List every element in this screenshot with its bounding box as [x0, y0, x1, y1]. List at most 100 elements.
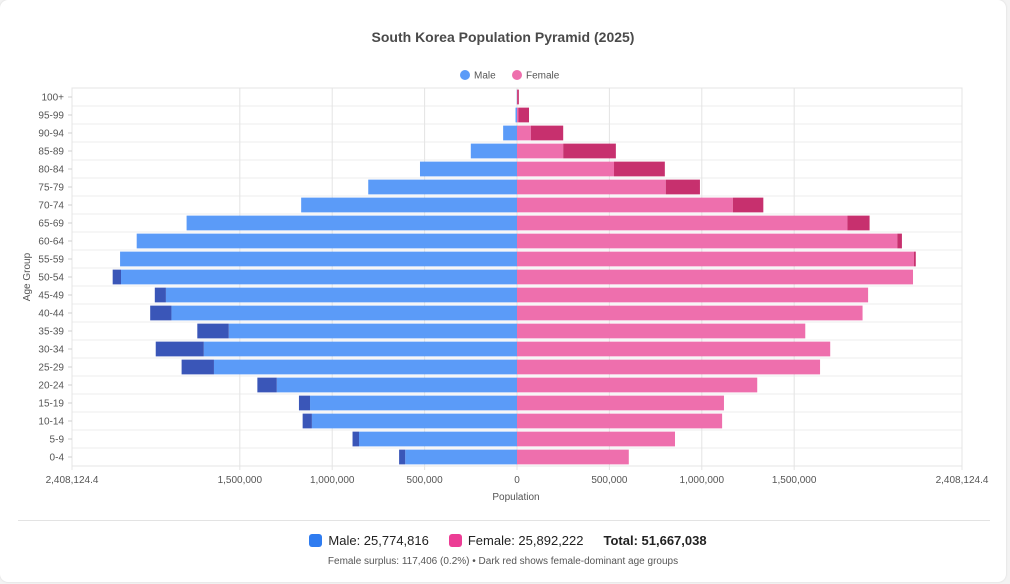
y-tick-label: 10-14: [38, 417, 64, 428]
bar-male-surplus-50-54[interactable]: [112, 269, 121, 285]
y-tick-label: 55-59: [38, 255, 64, 266]
bar-female-85-89[interactable]: [517, 143, 564, 159]
bar-female-surplus-85-89[interactable]: [563, 143, 616, 159]
bar-male-surplus-45-49[interactable]: [154, 287, 166, 303]
bar-female-45-49[interactable]: [517, 287, 869, 303]
bar-male-surplus-0-4[interactable]: [399, 449, 406, 465]
bar-male-5-9[interactable]: [359, 431, 517, 447]
bar-female-surplus-100+[interactable]: [517, 89, 519, 105]
bar-female-40-44[interactable]: [517, 305, 863, 321]
bar-male-10-14[interactable]: [311, 413, 517, 429]
y-tick-label: 80-84: [38, 165, 64, 176]
bar-male-0-4[interactable]: [405, 449, 517, 465]
bar-female-surplus-60-64[interactable]: [897, 233, 902, 249]
bar-male-85-89[interactable]: [470, 143, 517, 159]
bar-male-55-59[interactable]: [120, 251, 518, 267]
y-tick-label: 5-9: [50, 435, 65, 446]
x-tick-label: 500,000: [407, 475, 444, 486]
legend-swatch-female[interactable]: [512, 70, 522, 80]
y-tick-label: 20-24: [38, 381, 64, 392]
bar-female-55-59[interactable]: [517, 251, 914, 267]
bar-female-95-99[interactable]: [517, 107, 519, 123]
bar-female-surplus-65-69[interactable]: [847, 215, 870, 231]
bar-male-surplus-40-44[interactable]: [150, 305, 172, 321]
y-tick-label: 0-4: [50, 453, 65, 464]
bar-male-70-74[interactable]: [301, 197, 517, 213]
bar-female-60-64[interactable]: [517, 233, 898, 249]
bar-male-surplus-25-29[interactable]: [181, 359, 214, 375]
bar-female-90-94[interactable]: [517, 125, 531, 141]
y-tick-label: 35-39: [38, 327, 64, 338]
bar-female-surplus-90-94[interactable]: [530, 125, 564, 141]
bar-male-35-39[interactable]: [228, 323, 517, 339]
bar-female-70-74[interactable]: [517, 197, 733, 213]
bar-male-95-99[interactable]: [515, 107, 517, 123]
bar-male-50-54[interactable]: [120, 269, 517, 285]
male-total-text: Male: 25,774,816: [328, 533, 429, 548]
legend-swatch-male[interactable]: [460, 70, 470, 80]
legend: Male Female: [460, 70, 560, 82]
x-tick-label: 2,408,124.4: [936, 475, 989, 486]
bar-female-65-69[interactable]: [517, 215, 848, 231]
x-tick-labels: 2,408,124.4 1,500,000 1,000,000 500,000 0 500…: [46, 475, 989, 486]
y-tick-label: 90-94: [38, 129, 64, 140]
bar-female-surplus-55-59[interactable]: [913, 251, 916, 267]
bar-female-surplus-70-74[interactable]: [732, 197, 764, 213]
bar-female-75-79[interactable]: [517, 179, 666, 195]
bar-female-50-54[interactable]: [517, 269, 914, 285]
bar-female-0-4[interactable]: [517, 449, 629, 465]
bar-female-surplus-80-84[interactable]: [614, 161, 665, 177]
y-tick-label: 65-69: [38, 219, 64, 230]
bar-male-surplus-30-34[interactable]: [155, 341, 204, 357]
bar-male-65-69[interactable]: [186, 215, 517, 231]
y-axis-title: Age Group: [22, 252, 33, 301]
female-summary: Female: 25,892,222: [448, 533, 584, 548]
bar-male-15-19[interactable]: [310, 395, 517, 411]
gridlines: [71, 87, 963, 470]
x-tick-label: 1,000,000: [680, 475, 725, 486]
x-tick-label: 500,000: [591, 475, 628, 486]
summary-bar: Male: 25,774,816 Female: 25,892,222 Tota…: [0, 533, 1006, 548]
bar-female-15-19[interactable]: [517, 395, 724, 411]
bar-female-30-34[interactable]: [517, 341, 831, 357]
legend-label-female[interactable]: Female: [526, 71, 560, 82]
y-tick-label: 100+: [41, 93, 64, 104]
bar-male-surplus-10-14[interactable]: [302, 413, 312, 429]
bar-male-25-29[interactable]: [213, 359, 517, 375]
bar-male-surplus-5-9[interactable]: [352, 431, 360, 447]
bar-female-80-84[interactable]: [517, 161, 615, 177]
bar-male-60-64[interactable]: [136, 233, 517, 249]
bar-female-10-14[interactable]: [517, 413, 723, 429]
y-tick-label: 85-89: [38, 147, 64, 158]
bar-male-90-94[interactable]: [503, 125, 517, 141]
bar-male-surplus-15-19[interactable]: [298, 395, 311, 411]
bar-male-20-24[interactable]: [276, 377, 517, 393]
bar-male-surplus-20-24[interactable]: [257, 377, 277, 393]
divider: [18, 520, 990, 521]
legend-label-male[interactable]: Male: [474, 71, 496, 82]
bar-female-35-39[interactable]: [517, 323, 806, 339]
bar-male-75-79[interactable]: [368, 179, 517, 195]
y-tick-label: 30-34: [38, 345, 64, 356]
grand-total-text: Total: 51,667,038: [603, 533, 707, 548]
y-tick-label: 50-54: [38, 273, 64, 284]
bar-female-5-9[interactable]: [517, 431, 675, 447]
bar-male-surplus-35-39[interactable]: [197, 323, 229, 339]
bar-male-45-49[interactable]: [165, 287, 517, 303]
female-total-text: Female: 25,892,222: [467, 533, 584, 548]
population-pyramid-chart: Male Female 0-4 5-9 10-14 15-19 20-24 25-29 30-…: [22, 70, 989, 503]
bar-female-25-29[interactable]: [517, 359, 821, 375]
x-tick-label: 2,408,124.4: [46, 475, 99, 486]
x-tick-label: 1,500,000: [772, 475, 817, 486]
bar-male-40-44[interactable]: [171, 305, 517, 321]
x-axis-title: Population: [492, 492, 539, 503]
x-tick-label: 1,000,000: [310, 475, 355, 486]
bar-male-30-34[interactable]: [203, 341, 517, 357]
bar-male-80-84[interactable]: [419, 161, 517, 177]
bar-female-20-24[interactable]: [517, 377, 758, 393]
y-tick-label: 75-79: [38, 183, 64, 194]
bar-female-surplus-95-99[interactable]: [518, 107, 530, 123]
bar-female-surplus-75-79[interactable]: [665, 179, 700, 195]
x-tick-label: 0: [514, 475, 520, 486]
